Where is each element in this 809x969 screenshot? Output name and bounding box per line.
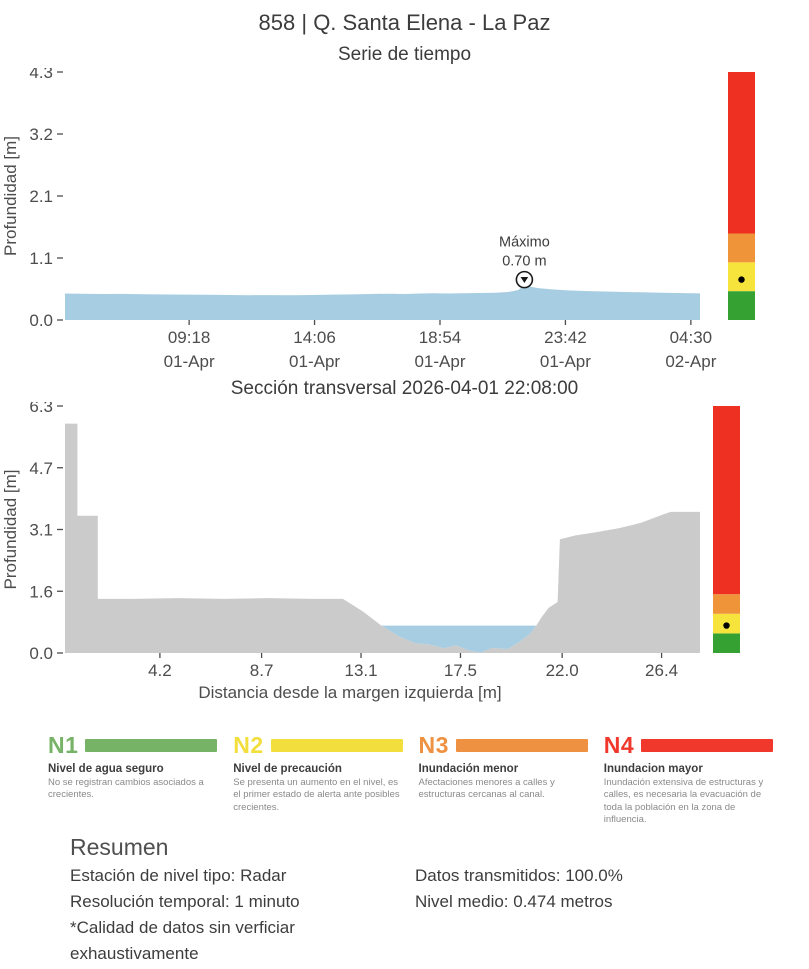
alert-bar-segment [713,406,740,595]
x-tick-label: 01-Apr [289,352,340,371]
x-tick-label: 13.1 [344,661,377,680]
legend-head: N4 [604,732,773,759]
legend-color-bar-n2 [270,739,403,752]
y-tick-label: 0.0 [29,644,53,663]
cross-section-title: Sección transversal 2026-04-01 22:08:00 [230,378,579,399]
legend-description-n2: Se presenta un aumento en el nivel, es e… [233,777,400,813]
y-tick-label: 1.6 [29,582,53,601]
legend-item-n3: N3 Inundación menor Afectaciones menores… [419,732,588,826]
alert-bar-level-dot [738,276,745,283]
summary-section: Resumen Estación de nivel tipo: Radar Re… [0,834,809,967]
legend-color-bar-n1 [85,739,218,752]
legend-item-n4: N4 Inundacion mayor Inundación extensiva… [604,732,773,826]
legend-color-bar-n3 [455,739,588,752]
y-tick-label: 6.3 [29,402,53,416]
summary-right-column: Datos transmitidos: 100.0% Nivel medio: … [415,863,623,967]
profundidad-area [65,284,700,320]
cross-section-xlabel: Distancia desde la margen izquierda [m] [198,683,502,702]
summary-mean-level: Nivel medio: 0.474 metros [415,892,613,912]
legend-item-n2: N2 Nivel de precaución Se presenta un au… [233,732,403,826]
x-tick-label: 01-Apr [164,352,215,371]
x-tick-label: 22.0 [546,661,579,680]
y-tick-label: 0.0 [29,311,53,330]
legend-color-bar-n4 [641,739,773,752]
x-tick-label: 26.4 [645,661,678,680]
page-title: 858 | Q. Santa Elena - La Paz [258,10,551,35]
agua-area [381,625,537,653]
alert-bar-segment [713,594,740,614]
legend-head: N3 [419,732,588,759]
alert-level-legend: N1 Nivel de agua seguro No se registran … [0,732,809,826]
summary-resolution: Resolución temporal: 1 minuto [70,892,300,912]
legend-title-n1: Nivel de agua seguro [48,763,164,775]
legend-description-n1: No se registran cambios asociados a crec… [48,777,204,801]
y-tick-label: 4.3 [29,68,53,82]
summary-station-type: Estación de nivel tipo: Radar [70,866,287,886]
legend-description-n3: Afectaciones menores a calles y estructu… [418,777,555,801]
y-tick-label: 1.1 [29,249,53,268]
timeseries-title: Serie de tiempo [337,44,472,65]
summary-transmitted: Datos transmitidos: 100.0% [415,866,623,886]
y-axis-label: Profundidad [m] [1,469,20,589]
y-tick-label: 3.1 [29,521,53,540]
summary-left-column: Estación de nivel tipo: Radar Resolución… [70,863,415,967]
alert-bar-segment [713,633,740,653]
legend-title-n3: Inundación menor [418,763,519,775]
alert-bar-segment [728,72,755,234]
x-tick-label: 14:06 [293,328,336,347]
legend-title-n4: Inundacion mayor [603,763,703,775]
timeseries-chart: 0.0 1.1 2.1 3.2 4.3 09:18 01-Apr 14:06 01-Apr 18:… [1,68,755,371]
summary-heading: Resumen [70,834,169,861]
x-tick-label: 4.2 [148,661,172,680]
terreno-area [65,423,700,653]
x-tick-label: 23:42 [544,328,587,347]
legend-code-n1: N1 [48,732,79,758]
summary-columns: Estación de nivel tipo: Radar Resolución… [70,863,809,967]
x-tick-label: 18:54 [419,328,462,347]
alert-bar-segment [728,233,755,263]
annotation-text: 0.70 m [502,254,546,270]
summary-quality-note: *Calidad de datos sin verficiar exhausti… [70,918,295,964]
legend-code-n2: N2 [233,732,264,758]
x-tick-label: 04:30 [670,328,713,347]
x-tick-label: 17.5 [444,661,477,680]
legend-code-n3: N3 [418,732,449,758]
alert-bar-level-dot [723,622,730,629]
x-tick-label: 01-Apr [414,352,465,371]
x-tick-label: 09:18 [168,328,211,347]
x-tick-label: 8.7 [250,661,274,680]
legend-head: N1 [48,732,218,759]
alert-bar-segment [728,291,755,320]
legend-item-n1: N1 Nivel de agua seguro No se registran … [48,732,218,826]
y-tick-label: 3.2 [29,125,53,144]
legend-head: N2 [233,732,403,759]
y-tick-label: 2.1 [29,187,53,206]
legend-code-n4: N4 [603,732,635,758]
legend-title-n2: Nivel de precaución [233,763,342,775]
y-axis-label: Profundidad [m] [1,136,20,256]
legend-description-n4: Inundación extensiva de estructuras y ca… [603,777,764,826]
x-tick-label: 02-Apr [665,352,716,371]
y-tick-label: 4.7 [29,459,53,478]
annotation-text: Máximo [499,235,550,251]
cross-section-chart: 0.0 1.6 3.1 4.7 6.3 4.2 8.7 13.1 17.5 22.0 26.4 Pro… [1,402,740,680]
x-tick-label: 01-Apr [540,352,591,371]
max-marker-triangle-icon [520,277,529,284]
